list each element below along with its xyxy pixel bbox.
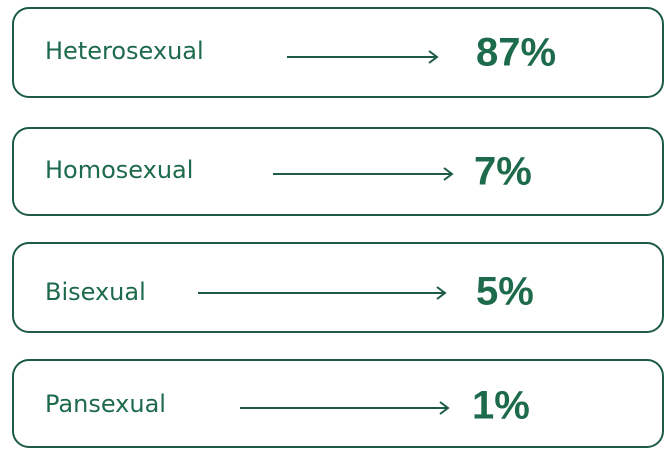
row-label: Homosexual bbox=[45, 156, 193, 184]
row-value: 87% bbox=[476, 31, 556, 75]
row-box bbox=[12, 7, 664, 98]
row: Heterosexual 87% bbox=[12, 7, 664, 98]
row-value: 1% bbox=[472, 384, 530, 428]
row-box bbox=[12, 359, 664, 448]
row: Bisexual 5% bbox=[12, 242, 664, 333]
row-value: 5% bbox=[476, 270, 534, 314]
arrow bbox=[287, 50, 439, 64]
row-box bbox=[12, 127, 664, 216]
arrow bbox=[273, 167, 454, 181]
row: Pansexual 1% bbox=[12, 359, 664, 448]
row-value: 7% bbox=[474, 150, 532, 194]
arrow bbox=[198, 286, 447, 300]
row-box bbox=[12, 242, 664, 333]
row: Homosexual 7% bbox=[12, 127, 664, 216]
row-label: Heterosexual bbox=[45, 37, 204, 65]
row-label: Pansexual bbox=[45, 390, 166, 418]
arrow bbox=[240, 401, 450, 415]
row-label: Bisexual bbox=[45, 278, 146, 306]
